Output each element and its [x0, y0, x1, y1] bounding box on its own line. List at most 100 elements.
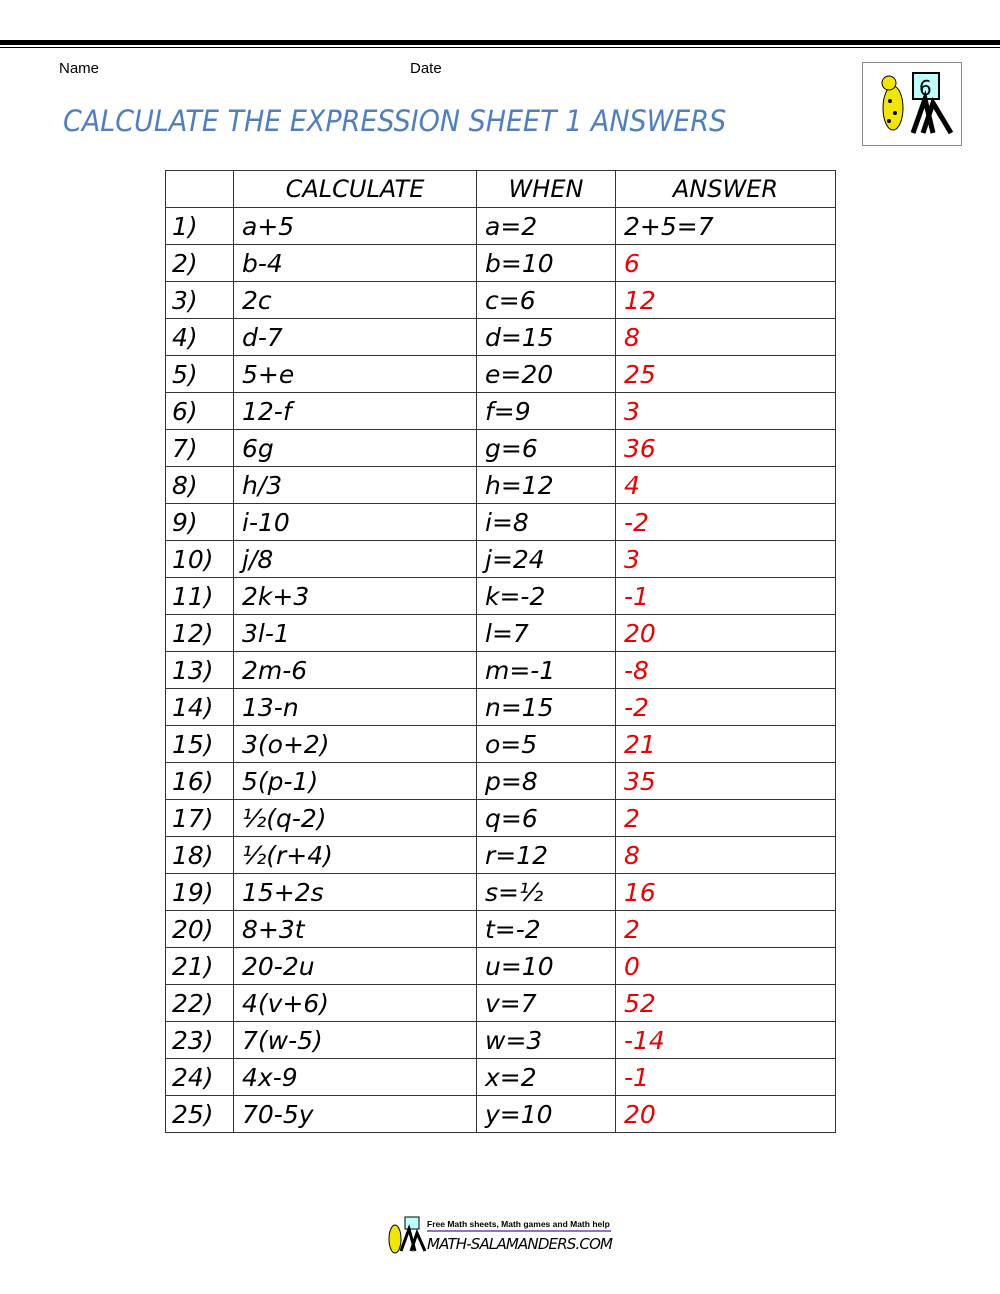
variable-value: t=-2 — [476, 910, 616, 948]
table-row: 8) h/3 h=12 4 — [165, 466, 836, 504]
question-number: 20) — [165, 910, 234, 948]
table-row: 4) d-7 d=15 8 — [165, 318, 836, 356]
table-row: 24) 4x-9 x=2 -1 — [165, 1058, 836, 1096]
answer: 2 — [615, 799, 836, 837]
top-rule — [0, 40, 1000, 45]
answer: 2+5=7 — [615, 207, 836, 245]
expression: b-4 — [233, 244, 477, 282]
answer: 36 — [615, 429, 836, 467]
variable-value: i=8 — [476, 503, 616, 541]
question-number: 16) — [165, 762, 234, 800]
col-header-number — [165, 170, 234, 208]
question-number: 24) — [165, 1058, 234, 1096]
question-number: 14) — [165, 688, 234, 726]
table-row: 20) 8+3t t=-2 2 — [165, 910, 836, 948]
question-number: 21) — [165, 947, 234, 985]
expression: 2c — [233, 281, 477, 319]
variable-value: d=15 — [476, 318, 616, 356]
table-row: 3) 2c c=6 12 — [165, 281, 836, 319]
answer: 3 — [615, 540, 836, 578]
question-number: 19) — [165, 873, 234, 911]
question-number: 3) — [165, 281, 234, 319]
expression: 15+2s — [233, 873, 477, 911]
table-row: 15) 3(o+2) o=5 21 — [165, 725, 836, 763]
logo-grade-number: 6 — [919, 76, 932, 100]
variable-value: c=6 — [476, 281, 616, 319]
table-row: 12) 3l-1 l=7 20 — [165, 614, 836, 652]
expression: 8+3t — [233, 910, 477, 948]
variable-value: m=-1 — [476, 651, 616, 689]
variable-value: l=7 — [476, 614, 616, 652]
expression: 5+e — [233, 355, 477, 393]
variable-value: s=½ — [476, 873, 616, 911]
expression: 2k+3 — [233, 577, 477, 615]
table-row: 11) 2k+3 k=-2 -1 — [165, 577, 836, 615]
answer: -2 — [615, 503, 836, 541]
footer-site: MATH-SALAMANDERS.COM — [427, 1235, 613, 1253]
answer: 16 — [615, 873, 836, 911]
question-number: 25) — [165, 1095, 234, 1133]
question-number: 4) — [165, 318, 234, 356]
answer: 12 — [615, 281, 836, 319]
variable-value: n=15 — [476, 688, 616, 726]
question-number: 18) — [165, 836, 234, 874]
variable-value: r=12 — [476, 836, 616, 874]
question-number: 8) — [165, 466, 234, 504]
question-number: 2) — [165, 244, 234, 282]
table-row: 22) 4(v+6) v=7 52 — [165, 984, 836, 1022]
page-title: CALCULATE THE EXPRESSION SHEET 1 ANSWERS — [63, 104, 727, 138]
grade-logo: 6 — [862, 62, 962, 146]
answer: -8 — [615, 651, 836, 689]
answer: 4 — [615, 466, 836, 504]
question-number: 13) — [165, 651, 234, 689]
col-header-when: WHEN — [476, 170, 616, 208]
question-number: 7) — [165, 429, 234, 467]
table-row: 18) ½(r+4) r=12 8 — [165, 836, 836, 874]
question-number: 1) — [165, 207, 234, 245]
variable-value: e=20 — [476, 355, 616, 393]
variable-value: x=2 — [476, 1058, 616, 1096]
variable-value: b=10 — [476, 244, 616, 282]
expression: 70-5y — [233, 1095, 477, 1133]
expression: 12-f — [233, 392, 477, 430]
answer: 20 — [615, 1095, 836, 1133]
top-rule-thin — [0, 47, 1000, 48]
question-number: 12) — [165, 614, 234, 652]
answer: 0 — [615, 947, 836, 985]
table-row: 10) j/8 j=24 3 — [165, 540, 836, 578]
table-row: 6) 12-f f=9 3 — [165, 392, 836, 430]
question-number: 5) — [165, 355, 234, 393]
question-number: 11) — [165, 577, 234, 615]
answer: -2 — [615, 688, 836, 726]
expression: 20-2u — [233, 947, 477, 985]
answer: -1 — [615, 577, 836, 615]
col-header-calculate: CALCULATE — [233, 170, 477, 208]
variable-value: h=12 — [476, 466, 616, 504]
variable-value: o=5 — [476, 725, 616, 763]
expression: 3l-1 — [233, 614, 477, 652]
answer: 3 — [615, 392, 836, 430]
answer: 20 — [615, 614, 836, 652]
question-number: 9) — [165, 503, 234, 541]
answer: 52 — [615, 984, 836, 1022]
expression: d-7 — [233, 318, 477, 356]
expression: 2m-6 — [233, 651, 477, 689]
question-number: 6) — [165, 392, 234, 430]
date-label: Date — [410, 60, 442, 77]
table-row: 25) 70-5y y=10 20 — [165, 1095, 836, 1133]
question-number: 17) — [165, 799, 234, 837]
answer: 35 — [615, 762, 836, 800]
answer: -1 — [615, 1058, 836, 1096]
variable-value: w=3 — [476, 1021, 616, 1059]
expression: a+5 — [233, 207, 477, 245]
variable-value: p=8 — [476, 762, 616, 800]
question-number: 22) — [165, 984, 234, 1022]
question-number: 15) — [165, 725, 234, 763]
expression: 4(v+6) — [233, 984, 477, 1022]
variable-value: k=-2 — [476, 577, 616, 615]
answers-table: CALCULATE WHEN ANSWER 1) a+5 a=2 2+5=7 2) b-4… — [165, 170, 836, 1133]
variable-value: g=6 — [476, 429, 616, 467]
table-row: 23) 7(w-5) w=3 -14 — [165, 1021, 836, 1059]
variable-value: q=6 — [476, 799, 616, 837]
